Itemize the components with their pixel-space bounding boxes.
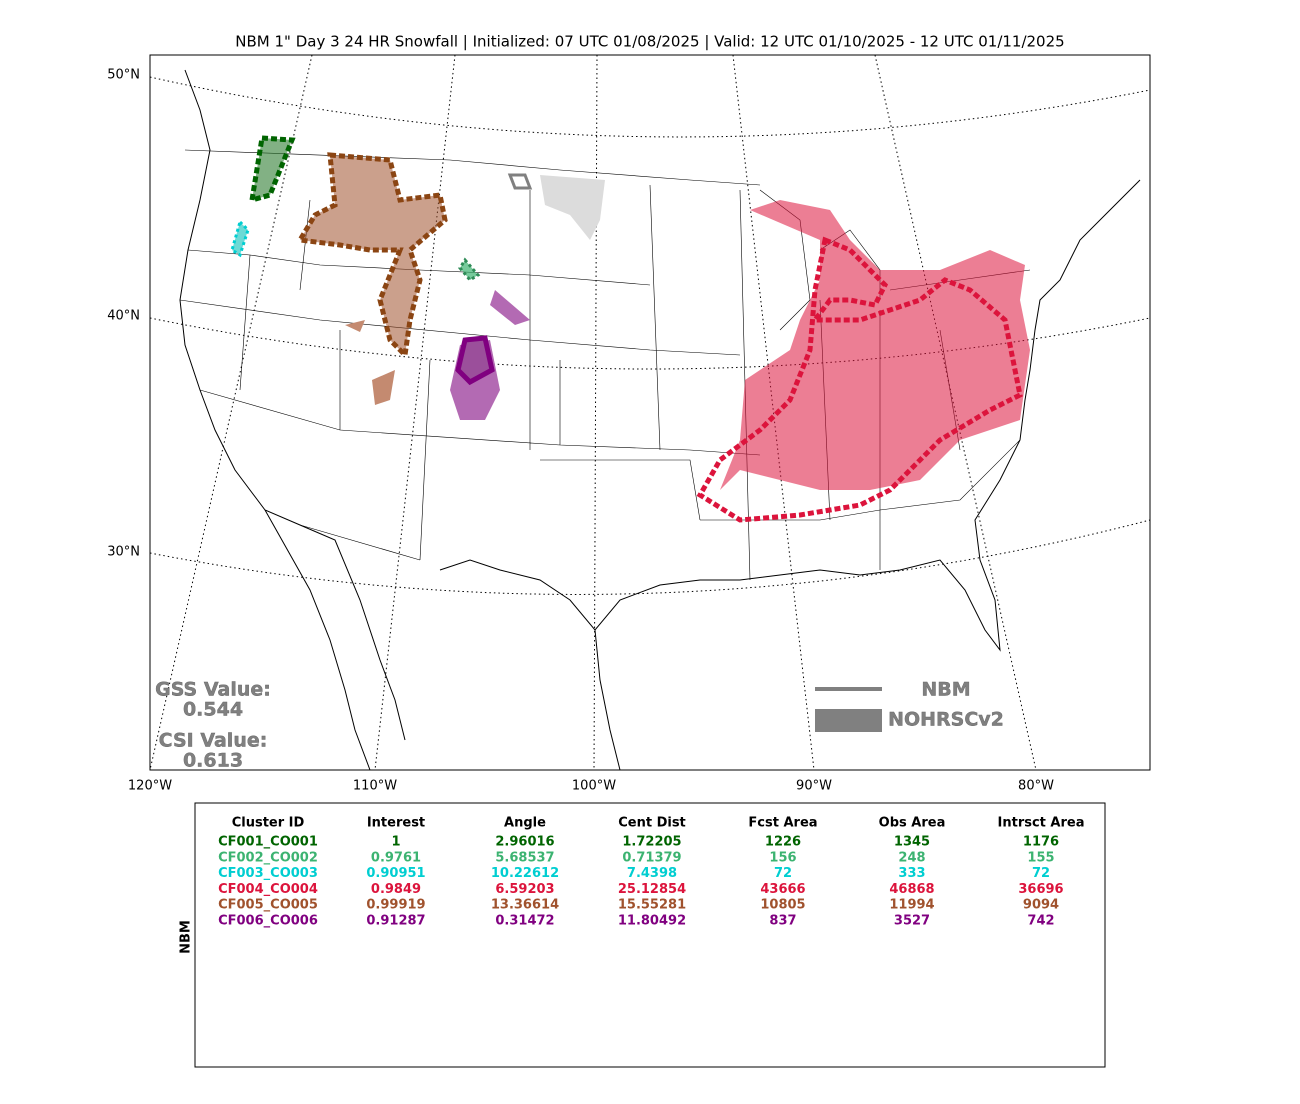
meridian xyxy=(150,55,313,770)
table-cell: 25.12854 xyxy=(618,882,686,897)
lat-labels: 50°N 40°N 30°N xyxy=(107,68,140,560)
cluster-4-obs xyxy=(720,200,1030,490)
map xyxy=(149,54,1151,771)
table-cell: 1.72205 xyxy=(622,835,681,850)
legend: NBM NOHRSCv2 xyxy=(815,678,1004,732)
csi-label: CSI Value: xyxy=(159,730,268,752)
meridian xyxy=(374,55,456,770)
table-cell: 155 xyxy=(1027,850,1054,865)
table-cell: 0.9761 xyxy=(371,850,421,865)
parallel xyxy=(150,76,1150,138)
table-cell: 36696 xyxy=(1018,882,1063,897)
table-header: Cent Dist xyxy=(618,816,686,831)
table-cell: 0.99919 xyxy=(366,898,425,913)
table-cell: 248 xyxy=(898,850,925,865)
table-cell: 0.31472 xyxy=(495,914,554,929)
table-header: Interest xyxy=(367,816,425,831)
cluster-1 xyxy=(248,135,296,204)
table-cell: 11.80492 xyxy=(618,914,686,929)
table-cell: 6.59203 xyxy=(495,882,554,897)
table-cell: 333 xyxy=(898,866,925,881)
table-header: Angle xyxy=(504,816,546,831)
meridian xyxy=(874,55,1037,770)
table-cell: 156 xyxy=(769,850,796,865)
table-cell: 0.71379 xyxy=(622,850,681,865)
table-cell: 1345 xyxy=(894,835,930,850)
table-frame xyxy=(194,802,1106,1068)
gss-value: 0.544 xyxy=(183,699,243,721)
table-cell: 72 xyxy=(774,866,792,881)
table-cell: 9094 xyxy=(1023,898,1059,913)
table-cell: CF002_CO002 xyxy=(218,850,318,865)
table-cell: 837 xyxy=(769,914,796,929)
table-cell: 13.36614 xyxy=(491,898,559,913)
legend-swatch xyxy=(815,709,882,732)
parallel xyxy=(150,519,1150,595)
lon-label: 120°W xyxy=(128,779,172,794)
cluster-6-obs xyxy=(490,290,530,325)
stats-table: NBM Cluster ID Interest Angle Cent Dist Fcst… xyxy=(179,802,1106,1068)
csi-value: 0.613 xyxy=(183,750,243,772)
cluster-4 xyxy=(696,236,1023,523)
table-header: Intrsct Area xyxy=(998,816,1085,831)
table-side-label: NBM xyxy=(179,920,194,954)
table-cell: 11994 xyxy=(889,898,934,913)
lat-label: 30°N xyxy=(107,545,140,560)
nbm-gray xyxy=(507,173,533,190)
lon-labels: 120°W 110°W 100°W 90°W 80°W xyxy=(128,779,1054,794)
table-header: Fcst Area xyxy=(748,816,817,831)
table-cell: 5.68537 xyxy=(495,850,554,865)
scores: GSS Value: 0.544 CSI Value: 0.613 xyxy=(155,678,271,772)
table-header: Obs Area xyxy=(879,816,946,831)
map-title: NBM 1" Day 3 24 HR Snowfall | Initialize… xyxy=(235,33,1064,51)
table-cell: 10.22612 xyxy=(491,866,559,881)
table-cell: 0.90951 xyxy=(366,866,425,881)
table-cell: CF004_CO004 xyxy=(218,882,318,897)
coastline xyxy=(594,629,621,770)
table-header: Cluster ID xyxy=(232,816,305,831)
lon-label: 100°W xyxy=(572,779,616,794)
table-cell: 742 xyxy=(1027,914,1054,929)
legend-label: NOHRSCv2 xyxy=(888,709,1004,731)
meridian xyxy=(732,55,815,770)
legend-label: NBM xyxy=(921,679,970,701)
table-cell: CF006_CO006 xyxy=(218,914,318,929)
table-cell: 2.96016 xyxy=(495,835,554,850)
cluster-2 xyxy=(458,257,481,282)
cluster-3 xyxy=(230,219,250,258)
table-cell: 0.9849 xyxy=(371,882,421,897)
table-cell: 10805 xyxy=(760,898,805,913)
lat-label: 40°N xyxy=(107,309,140,324)
table-cell: 1 xyxy=(391,835,400,850)
table-cell: 43666 xyxy=(760,882,805,897)
table-cell: 3527 xyxy=(894,914,930,929)
table-cell: CF005_CO005 xyxy=(218,898,318,913)
table-cell: 1226 xyxy=(765,835,801,850)
table-cell: 0.91287 xyxy=(366,914,425,929)
table-cell: 1176 xyxy=(1023,835,1059,850)
table-cell: 7.4398 xyxy=(627,866,677,881)
table-cell: CF001_CO001 xyxy=(218,835,318,850)
table-cell: 46868 xyxy=(889,882,934,897)
coastline xyxy=(179,69,406,741)
table-cell: CF003_CO003 xyxy=(218,866,318,881)
lat-label: 50°N xyxy=(107,68,140,83)
gss-label: GSS Value: xyxy=(155,679,271,701)
table-cell: 15.55281 xyxy=(618,898,686,913)
cluster-6 xyxy=(455,335,495,386)
lon-label: 90°W xyxy=(796,779,832,794)
cluster-5 xyxy=(295,152,448,361)
table-cell: 72 xyxy=(1032,866,1050,881)
obs-gray xyxy=(540,175,605,240)
lon-label: 110°W xyxy=(353,779,397,794)
coastline xyxy=(264,509,371,770)
lon-label: 80°W xyxy=(1018,779,1054,794)
cluster-5-obs xyxy=(345,320,395,405)
